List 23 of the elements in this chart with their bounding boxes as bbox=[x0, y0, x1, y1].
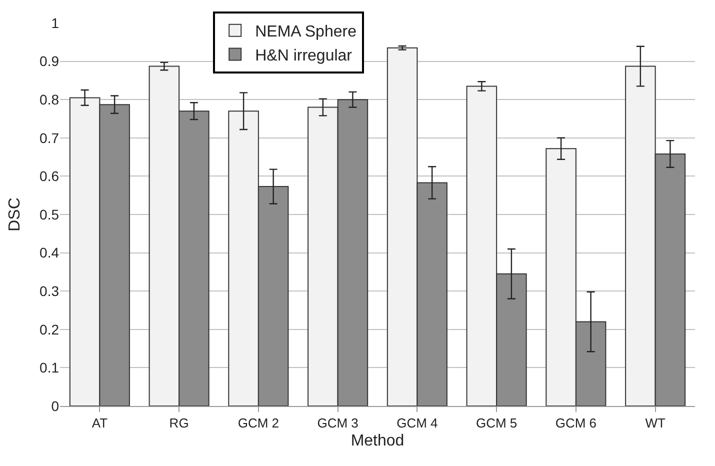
x-tick-label: RG bbox=[169, 416, 189, 431]
x-tick-label: WT bbox=[645, 416, 666, 431]
legend-label: H&N irregular bbox=[255, 47, 353, 64]
x-tick-label: GCM 5 bbox=[476, 416, 518, 431]
y-tick-label: 0.5 bbox=[40, 206, 60, 222]
y-tick-label: 0.3 bbox=[40, 283, 60, 299]
y-tick-label: 0.6 bbox=[40, 168, 60, 184]
x-tick-label: AT bbox=[92, 416, 108, 431]
y-tick-label: 0.2 bbox=[40, 321, 60, 338]
y-tick-label: 0.1 bbox=[40, 360, 60, 376]
legend-label: NEMA Sphere bbox=[255, 24, 357, 41]
y-tick-label: 0 bbox=[51, 398, 60, 414]
y-tick-label: 0.8 bbox=[40, 92, 60, 108]
x-tick-label: GCM 2 bbox=[238, 416, 280, 431]
y-tick-label: 0.4 bbox=[40, 244, 60, 261]
x-tick-label: GCM 6 bbox=[555, 416, 597, 431]
y-tick-label: 1 bbox=[51, 14, 60, 31]
x-axis-title: Method bbox=[350, 432, 404, 450]
x-tick-label: GCM 3 bbox=[317, 416, 358, 431]
y-tick-label: 0.9 bbox=[40, 53, 60, 70]
y-axis-title: DSC bbox=[6, 198, 24, 232]
y-tick-label: 0.7 bbox=[40, 130, 60, 146]
x-tick-label: GCM 4 bbox=[396, 416, 438, 431]
